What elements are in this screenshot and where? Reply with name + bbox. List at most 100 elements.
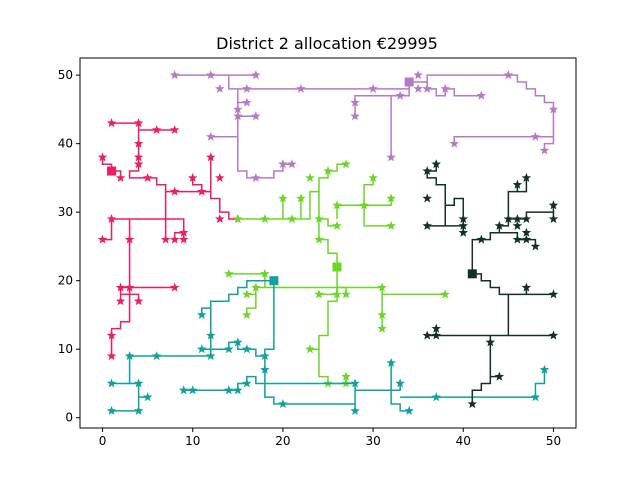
stop-marker — [530, 131, 541, 141]
stop-marker — [512, 179, 523, 189]
stop-marker — [133, 138, 144, 148]
stop-marker — [413, 70, 423, 80]
route-group — [422, 159, 559, 409]
route-line — [255, 266, 338, 289]
x-tick-label: 20 — [275, 434, 290, 448]
stop-marker — [512, 234, 523, 244]
stop-marker — [548, 200, 559, 210]
stop-marker — [215, 172, 225, 182]
stop-marker — [178, 385, 189, 395]
stop-marker — [521, 282, 532, 292]
stop-marker — [512, 220, 523, 230]
stop-marker — [422, 193, 432, 203]
stop-marker — [476, 90, 487, 100]
stop-marker — [206, 152, 216, 162]
stop-marker — [332, 200, 342, 210]
stop-marker — [332, 289, 342, 299]
depot-marker — [269, 276, 279, 286]
stop-marker — [178, 234, 189, 244]
stop-marker — [350, 405, 360, 415]
stop-marker — [124, 351, 135, 361]
route-line — [111, 397, 140, 412]
stop-marker — [521, 172, 532, 182]
route-line — [363, 177, 374, 206]
stop-marker — [206, 131, 216, 141]
stop-marker — [278, 399, 288, 409]
stop-marker — [97, 234, 108, 244]
stop-marker — [115, 172, 126, 182]
stop-marker — [539, 145, 550, 155]
stop-marker — [431, 330, 441, 340]
stop-marker — [350, 97, 360, 107]
route-line — [445, 197, 465, 233]
stop-marker — [106, 330, 117, 340]
stop-marker — [233, 214, 243, 224]
stop-marker — [115, 296, 126, 306]
route-line — [499, 231, 537, 247]
stop-marker — [503, 70, 514, 80]
stop-marker — [377, 282, 387, 292]
route-line — [246, 287, 257, 315]
stop-marker — [323, 166, 333, 176]
stop-marker — [97, 152, 108, 162]
stop-marker — [485, 337, 496, 347]
stop-marker — [206, 70, 216, 80]
stop-marker — [260, 268, 270, 278]
stop-marker — [296, 83, 306, 93]
depot-marker — [107, 166, 117, 176]
route-line — [426, 81, 482, 97]
stop-marker — [440, 289, 450, 299]
route-line — [128, 129, 238, 220]
stop-marker — [332, 220, 342, 230]
stop-marker — [422, 330, 432, 340]
stop-marker — [124, 282, 135, 292]
stop-marker — [133, 296, 144, 306]
route-group — [106, 276, 550, 415]
route-line — [337, 286, 446, 296]
stop-marker — [124, 234, 135, 244]
x-tick-label: 10 — [185, 434, 200, 448]
stop-marker — [251, 111, 261, 121]
y-tick-label: 50 — [58, 68, 73, 82]
stop-marker — [314, 289, 324, 299]
stop-marker — [449, 138, 460, 148]
stop-marker — [305, 344, 315, 354]
stop-marker — [521, 234, 532, 244]
depot-marker — [404, 77, 414, 87]
route-line — [354, 88, 410, 117]
plot-frame — [79, 57, 577, 429]
stop-marker — [260, 364, 270, 374]
stop-marker — [422, 83, 432, 93]
route-group — [97, 118, 243, 361]
stop-marker — [314, 214, 324, 224]
stop-marker — [476, 234, 487, 244]
y-tick-label: 0 — [65, 411, 73, 425]
stop-marker — [133, 159, 144, 169]
route-line — [210, 341, 266, 384]
stop-marker — [494, 371, 505, 381]
route-line — [525, 205, 555, 220]
stop-marker — [260, 351, 270, 361]
stop-marker — [539, 364, 550, 374]
stop-marker — [386, 152, 396, 162]
stop-marker — [215, 214, 225, 224]
stop-marker — [151, 124, 162, 134]
stop-marker — [458, 227, 469, 237]
stop-marker — [133, 378, 144, 388]
route-line — [264, 362, 392, 392]
depot-marker — [467, 269, 477, 279]
stop-marker — [548, 330, 559, 340]
stop-marker — [242, 378, 252, 388]
stop-marker — [187, 385, 198, 395]
stop-marker — [169, 282, 180, 292]
stop-marker — [548, 214, 559, 224]
stop-marker — [242, 97, 252, 107]
stop-marker — [287, 214, 297, 224]
stop-marker — [106, 405, 117, 415]
route-line — [543, 136, 555, 151]
plot-area — [97, 70, 559, 415]
stop-marker — [106, 214, 117, 224]
route-line — [111, 355, 211, 385]
stop-marker — [413, 83, 423, 93]
stop-marker — [242, 289, 252, 299]
